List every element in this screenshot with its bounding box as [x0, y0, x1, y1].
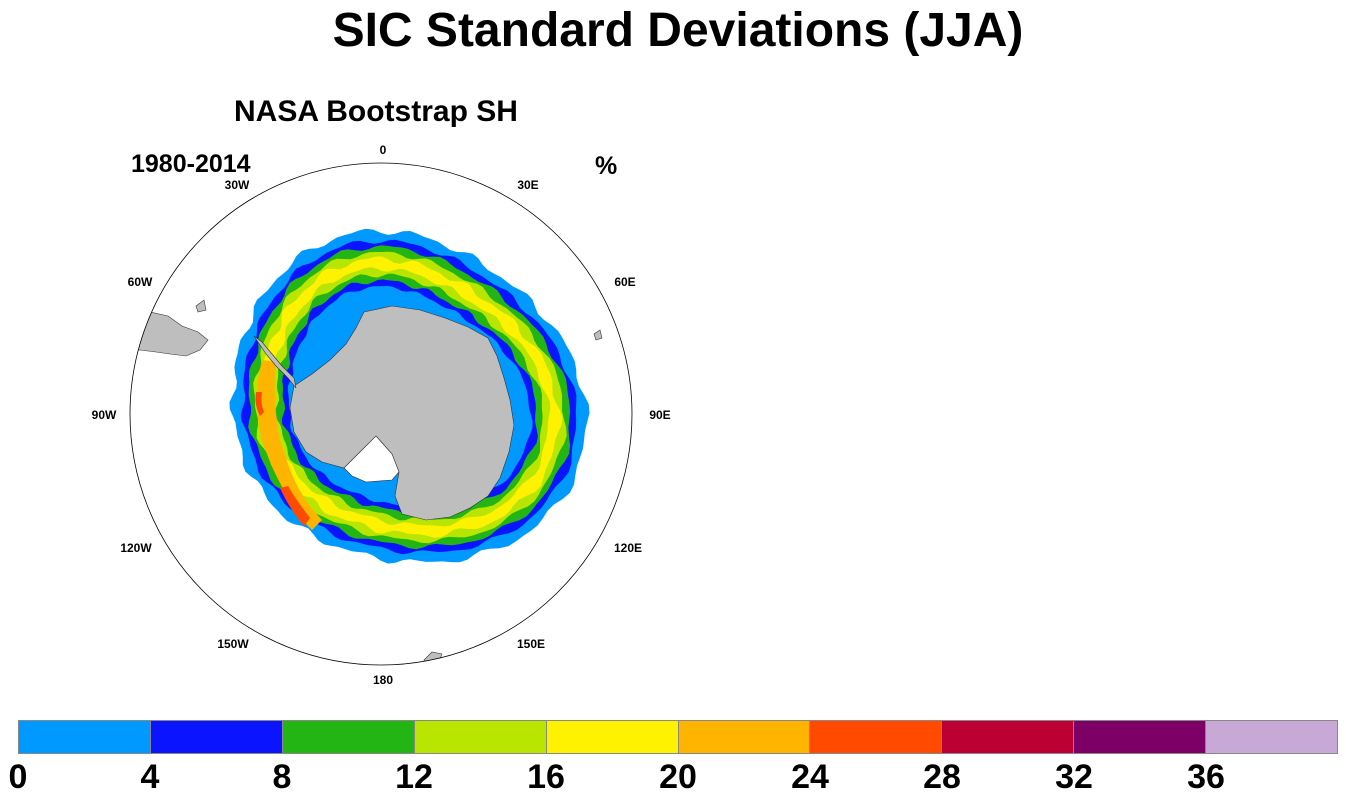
- colorbar-label-8: 8: [272, 758, 292, 796]
- colorbar-box-8: [1074, 721, 1207, 753]
- lon-0: 0: [380, 143, 387, 157]
- sic-patch-24-28-west: [255, 392, 264, 416]
- colorbar-box-1: [150, 721, 283, 753]
- lon-60w: 60W: [128, 275, 153, 289]
- ross-ice-shelf: [343, 435, 400, 483]
- lon-120e: 120E: [614, 541, 642, 555]
- colorbar-box-2: [282, 721, 415, 753]
- lon-30e: 30E: [517, 178, 538, 192]
- sub-antarctic-island: [195, 299, 207, 313]
- colorbar-label-4: 4: [140, 758, 160, 796]
- south-america: [130, 311, 209, 357]
- antarctic-peninsula: [253, 335, 297, 389]
- lon-120w: 120W: [120, 541, 152, 555]
- units-label: %: [595, 152, 618, 180]
- lon-60e: 60E: [614, 275, 635, 289]
- lon-90w: 90W: [92, 408, 117, 422]
- lon-30w: 30W: [225, 178, 250, 192]
- colorbar-label-24: 24: [791, 758, 829, 796]
- sic-patch-20-24-west: [257, 360, 300, 500]
- figure-title: SIC Standard Deviations (JJA): [332, 4, 1024, 57]
- sic-patch-24-28-southwest: [280, 486, 310, 526]
- land-layer: [130, 299, 603, 665]
- panel-title: NASA Bootstrap SH: [234, 95, 518, 128]
- map-boundary: [129, 162, 633, 666]
- lon-180: 180: [373, 673, 393, 687]
- colorbar-box-3: [414, 721, 547, 753]
- sic-patch-20-24-southwest: [276, 470, 322, 530]
- kerguelen-island: [593, 329, 603, 341]
- colorbar-label-32: 32: [1055, 758, 1093, 796]
- colorbar: [18, 720, 1338, 754]
- lon-150w: 150W: [217, 637, 249, 651]
- colorbar-box-0: [19, 721, 151, 753]
- colorbar-label-36: 36: [1187, 758, 1225, 796]
- colorbar-box-4: [546, 721, 679, 753]
- colorbar-box-5: [678, 721, 811, 753]
- colorbar-label-16: 16: [527, 758, 565, 796]
- colorbar-label-12: 12: [395, 758, 433, 796]
- colorbar-box-7: [942, 721, 1075, 753]
- colorbar-label-28: 28: [923, 758, 961, 796]
- colorbar-box-6: [810, 721, 943, 753]
- colorbar-label-0: 0: [8, 758, 28, 796]
- new-zealand-fragment: [423, 651, 443, 665]
- lon-150e: 150E: [517, 637, 545, 651]
- longitude-labels: 0 30E 60E 90E 120E 150E 180 150W 120W 90…: [92, 143, 671, 687]
- lon-90e: 90E: [649, 408, 670, 422]
- colorbar-box-9: [1206, 721, 1338, 753]
- antarctica: [289, 305, 515, 521]
- colorbar-label-20: 20: [659, 758, 697, 796]
- period-label: 1980-2014: [131, 150, 251, 178]
